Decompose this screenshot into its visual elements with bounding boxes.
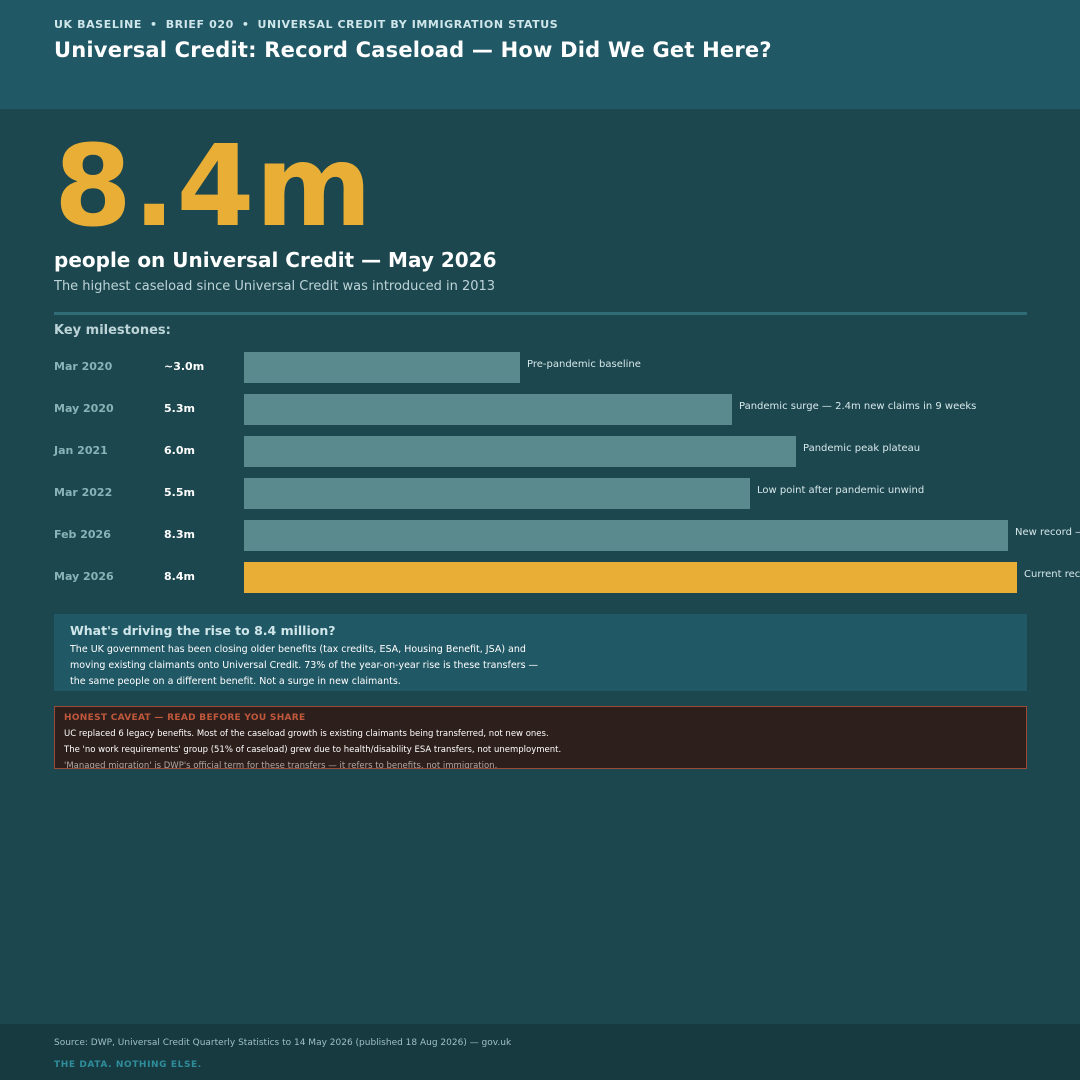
milestone-annotation: Pandemic surge — 2.4m new claims in 9 we…	[739, 401, 977, 412]
driver-line: the same people on a different benefit. …	[70, 676, 401, 687]
milestones-bar-chart: Mar 2020 ~3.0m Pre-pandemic baseline May 20…	[0, 352, 1080, 597]
milestones-label: Key milestones:	[54, 323, 171, 338]
driver-line: The UK government has been closing older…	[70, 644, 526, 655]
bar-highlight	[244, 562, 1017, 593]
milestone-date-label: Feb 2026	[54, 528, 111, 541]
chart-row: Feb 2026 8.3m New record —	[0, 520, 1080, 551]
header-banner: UK BASELINE • BRIEF 020 • UNIVERSAL CREDIT B…	[0, 0, 1080, 109]
milestone-annotation: Pandemic peak plateau	[803, 443, 921, 454]
caveat-line: 'Managed migration' is DWP's official te…	[64, 761, 498, 769]
milestone-annotation: Pre-pandemic baseline	[527, 359, 641, 370]
chart-row: Mar 2022 5.5m Low point after pandemic unw…	[0, 478, 1080, 509]
milestone-value-label: 6.0m	[164, 444, 195, 457]
milestone-value-label: 8.4m	[164, 570, 195, 583]
kicker-series: UK BASELINE	[54, 18, 143, 31]
chart-row: May 2020 5.3m Pandemic surge — 2.4m new cl…	[0, 394, 1080, 425]
caveat-heading: HONEST CAVEAT — READ BEFORE YOU SHARE	[64, 713, 306, 723]
bar	[244, 436, 796, 467]
bar	[244, 478, 750, 509]
source-citation: Source: DWP, Universal Credit Quarterly …	[54, 1038, 512, 1048]
footer: Source: DWP, Universal Credit Quarterly …	[0, 1024, 1080, 1080]
chart-row: Mar 2020 ~3.0m Pre-pandemic baseline	[0, 352, 1080, 383]
page-title: Universal Credit: Record Caseload — How …	[54, 38, 772, 62]
driver-question: What's driving the rise to 8.4 million?	[70, 623, 336, 638]
footer-tagline: THE DATA. NOTHING ELSE.	[54, 1060, 202, 1070]
section-divider	[54, 312, 1027, 315]
hero-number: 8.4m	[54, 122, 374, 252]
milestone-annotation: New record —	[1015, 527, 1080, 538]
milestone-date-label: Jan 2021	[54, 444, 108, 457]
driver-line: moving existing claimants onto Universal…	[70, 660, 539, 671]
chart-row: Jan 2021 6.0m Pandemic peak plateau	[0, 436, 1080, 467]
milestone-annotation: Current rec	[1024, 569, 1080, 580]
kicker-separator: •	[241, 18, 250, 31]
milestone-date-label: Mar 2020	[54, 360, 113, 373]
milestone-date-label: May 2020	[54, 402, 114, 415]
driver-explainer-box: What's driving the rise to 8.4 million? …	[54, 614, 1027, 691]
milestone-annotation: Low point after pandemic unwind	[757, 485, 925, 496]
kicker-brief: BRIEF 020	[165, 18, 234, 31]
bar	[244, 394, 732, 425]
brief-kicker: UK BASELINE • BRIEF 020 • UNIVERSAL CREDIT B…	[54, 18, 558, 31]
milestone-date-label: Mar 2022	[54, 486, 113, 499]
milestone-value-label: 8.3m	[164, 528, 195, 541]
milestone-value-label: ~3.0m	[164, 360, 205, 373]
bar	[244, 520, 1008, 551]
chart-row: May 2026 8.4m Current rec	[0, 562, 1080, 593]
kicker-topic: UNIVERSAL CREDIT BY IMMIGRATION STATUS	[257, 18, 559, 31]
hero-subline: The highest caseload since Universal Cre…	[54, 279, 496, 294]
caveat-box: HONEST CAVEAT — READ BEFORE YOU SHARE UC…	[54, 706, 1027, 769]
bar	[244, 352, 520, 383]
milestone-value-label: 5.3m	[164, 402, 195, 415]
caveat-line: UC replaced 6 legacy benefits. Most of t…	[64, 729, 549, 739]
milestone-value-label: 5.5m	[164, 486, 195, 499]
milestone-date-label: May 2026	[54, 570, 114, 583]
kicker-separator: •	[150, 18, 158, 31]
hero-headline: people on Universal Credit — May 2026	[54, 248, 497, 272]
caveat-line: The 'no work requirements' group (51% of…	[64, 745, 562, 755]
